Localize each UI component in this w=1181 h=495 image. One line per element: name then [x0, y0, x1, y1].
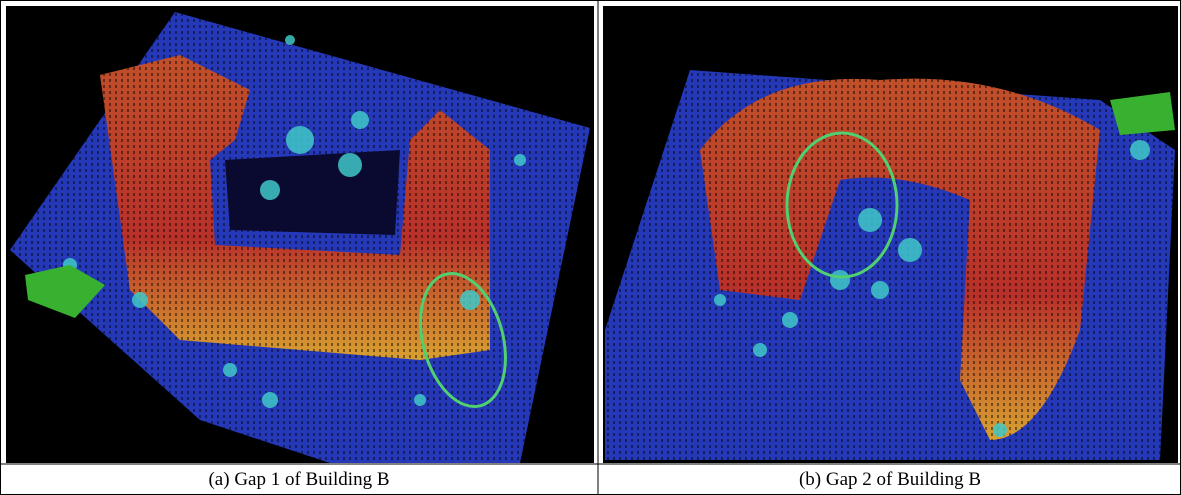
- caption: (b) Gap 2 of Building B: [799, 469, 981, 490]
- caption: (a) Gap 1 of Building B: [208, 469, 389, 490]
- figure-svg: (a) Gap 1 of Building B (b) Gap 2 of Bui…: [0, 0, 1181, 495]
- figure: (a) Gap 1 of Building B (b) Gap 2 of Bui…: [0, 0, 1181, 495]
- panel-b-image: [603, 6, 1178, 463]
- panel-a-image: [6, 6, 594, 463]
